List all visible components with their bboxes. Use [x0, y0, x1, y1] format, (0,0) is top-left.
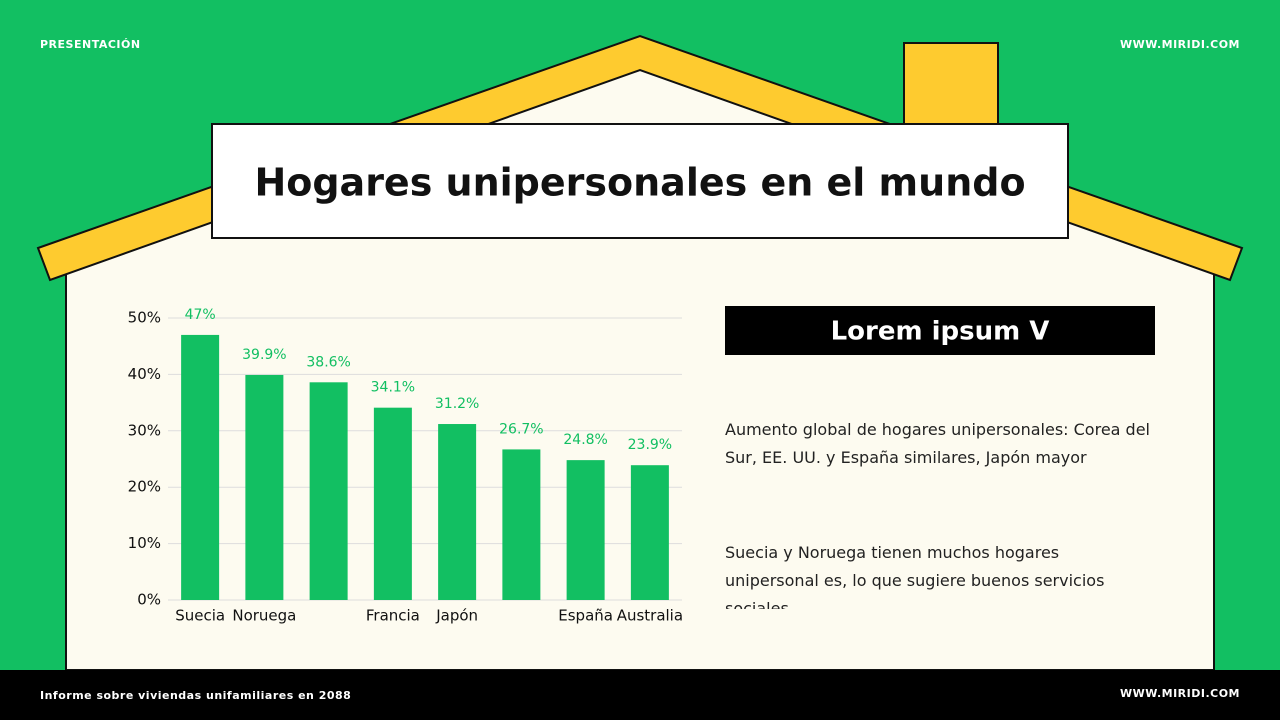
y-tick-label: 10%: [128, 534, 161, 552]
paragraph: Suecia y Noruega tienen muchos hogares u…: [725, 543, 1105, 609]
x-tick-label: España: [558, 607, 613, 625]
footer-left: Informe sobre viviendas unifamiliares en…: [40, 689, 351, 702]
title-box: [211, 123, 1069, 239]
panel-heading-box: [725, 306, 1155, 355]
y-tick-label: 40%: [128, 365, 161, 383]
x-tick-label: Japón: [435, 607, 478, 625]
y-tick-label: 50%: [128, 309, 161, 327]
x-tick-label: Australia: [617, 607, 683, 625]
header-right: WWW.MIRIDI.COM: [1120, 38, 1240, 51]
header-left: PRESENTACIÓN: [40, 38, 141, 51]
bar: [309, 382, 348, 600]
value-label: 31.2%: [435, 396, 479, 412]
bar: [630, 465, 669, 600]
y-tick-label: 0%: [137, 591, 161, 609]
y-tick-label: 20%: [128, 478, 161, 496]
panel-heading: Lorem ipsum V: [831, 317, 1050, 347]
x-tick-label: Francia: [366, 607, 420, 625]
bar: [181, 334, 220, 600]
bar: [245, 374, 284, 600]
bar: [373, 407, 412, 600]
bar: [438, 424, 477, 600]
footer-right: WWW.MIRIDI.COM: [1120, 687, 1240, 700]
value-label: 34.1%: [371, 380, 415, 396]
footer-bar: [0, 670, 1280, 720]
paragraph: Aumento global de hogares unipersonales:…: [725, 420, 1150, 467]
value-label: 24.8%: [563, 432, 607, 448]
paragraph-box: Aumento global de hogares unipersonales:…: [725, 420, 1150, 467]
x-tick-label: Suecia: [175, 607, 225, 625]
value-label: 23.9%: [628, 437, 672, 453]
x-tick-label: Noruega: [232, 607, 296, 625]
y-tick-label: 30%: [128, 421, 161, 439]
bar: [566, 460, 605, 600]
value-label: 39.9%: [242, 347, 286, 363]
value-label: 26.7%: [499, 421, 543, 437]
paragraph-box: Suecia y Noruega tienen muchos hogares u…: [725, 543, 1105, 609]
value-label: 47%: [185, 307, 216, 323]
title: Hogares unipersonales en el mundo: [254, 161, 1025, 205]
bar: [502, 449, 541, 600]
chart: 0% 10% 20% 30% 40% 50% Suecia 47% Noruega 39.9% 38…: [128, 307, 683, 625]
value-label: 38.6%: [306, 354, 350, 370]
roof: [36, 34, 1244, 282]
